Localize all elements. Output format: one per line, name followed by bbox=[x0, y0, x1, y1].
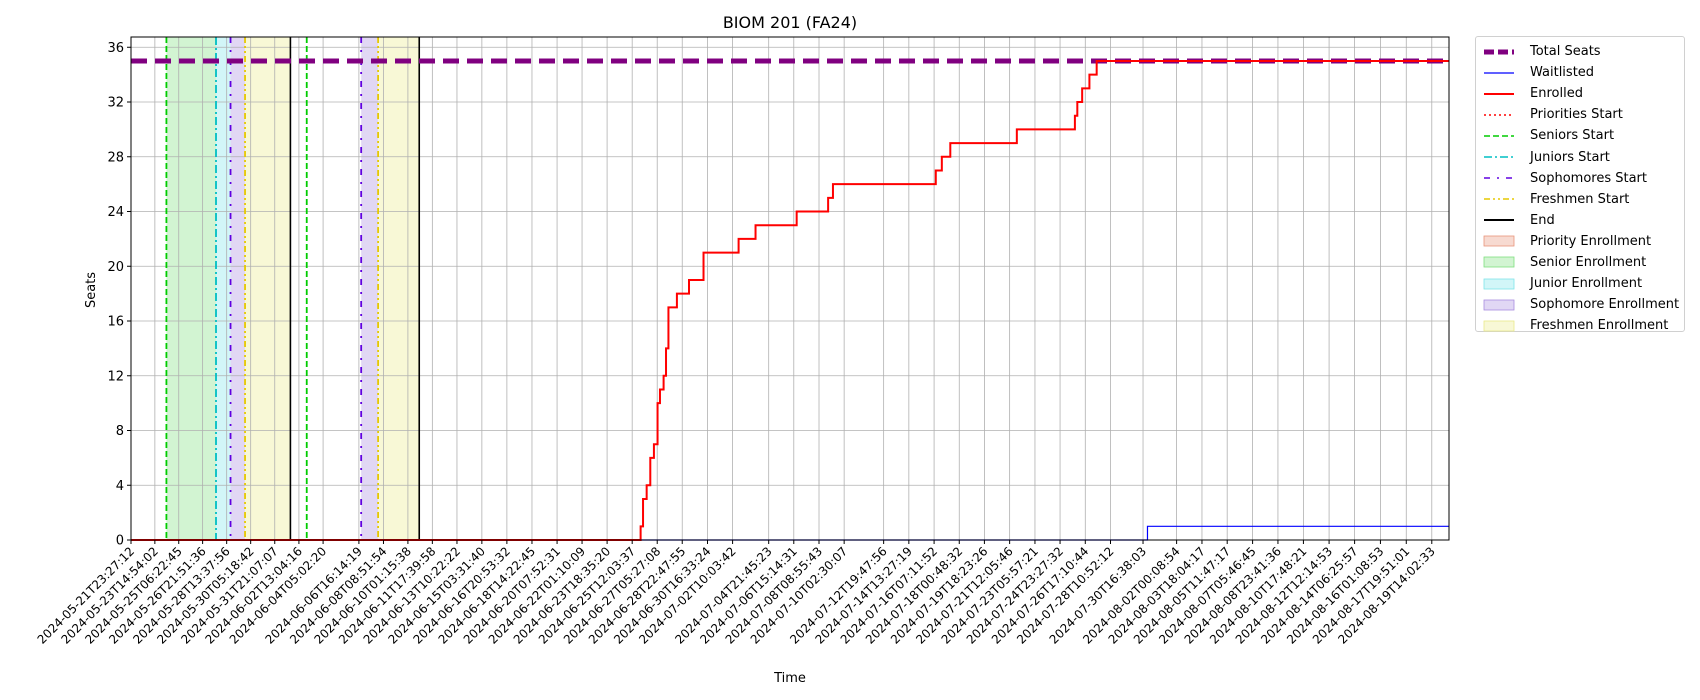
legend-label: Enrolled bbox=[1530, 86, 1583, 102]
legend-swatch bbox=[1483, 257, 1515, 268]
legend-swatch bbox=[1484, 156, 1514, 158]
y-tick-label: 4 bbox=[116, 479, 124, 494]
legend-patch-sample bbox=[1483, 320, 1515, 332]
y-tick-label: 0 bbox=[116, 534, 124, 549]
x-axis-label: Time bbox=[773, 671, 806, 686]
legend-label: Senior Enrollment bbox=[1530, 254, 1647, 270]
legend-item: Sophomores Start bbox=[1482, 168, 1678, 189]
legend-patch-sample bbox=[1483, 278, 1515, 289]
legend-swatch bbox=[1484, 72, 1514, 74]
legend-label: Waitlisted bbox=[1530, 65, 1595, 81]
shaded-region bbox=[230, 37, 246, 540]
legend-swatch bbox=[1483, 278, 1515, 289]
shaded-region bbox=[361, 37, 379, 540]
legend-label: Junior Enrollment bbox=[1530, 276, 1643, 292]
legend-swatch bbox=[1484, 49, 1514, 55]
legend-label: End bbox=[1530, 212, 1555, 228]
legend-item: Enrolled bbox=[1482, 83, 1678, 104]
legend-label: Priority Enrollment bbox=[1530, 233, 1652, 249]
y-tick-label: 20 bbox=[107, 260, 124, 275]
legend-label: Priorities Start bbox=[1530, 107, 1623, 123]
legend-item: Priorities Start bbox=[1482, 104, 1678, 125]
y-tick-label: 16 bbox=[107, 315, 124, 330]
legend-swatch bbox=[1484, 92, 1514, 95]
legend-label: Seniors Start bbox=[1530, 128, 1615, 144]
series-enrolled-line bbox=[131, 59, 1449, 541]
y-axis-label: Seats bbox=[84, 272, 99, 308]
shaded-region bbox=[378, 37, 420, 540]
legend-patch-sample bbox=[1483, 299, 1515, 311]
legend-item: Waitlisted bbox=[1482, 62, 1678, 83]
legend-swatch bbox=[1484, 135, 1514, 137]
legend-item: Junior Enrollment bbox=[1482, 273, 1678, 294]
y-tick-label: 24 bbox=[107, 205, 124, 220]
legend-swatch bbox=[1484, 219, 1514, 222]
y-tick-label: 8 bbox=[116, 424, 124, 439]
legend-item: Seniors Start bbox=[1482, 125, 1678, 146]
legend-label: Sophomore Enrollment bbox=[1530, 297, 1680, 313]
legend-label: Juniors Start bbox=[1530, 149, 1610, 165]
legend-swatch bbox=[1483, 235, 1515, 247]
chart-legend: Total Seats Waitlisted Enrolled Priorities … bbox=[1475, 36, 1685, 333]
legend-item: Sophomore Enrollment bbox=[1482, 294, 1680, 315]
legend-item: Total Seats bbox=[1482, 41, 1678, 62]
legend-swatch bbox=[1483, 299, 1515, 311]
legend-swatch bbox=[1484, 198, 1514, 201]
legend-label: Freshmen Enrollment bbox=[1530, 318, 1669, 334]
legend-patch-sample bbox=[1483, 235, 1515, 247]
legend-label: Sophomores Start bbox=[1530, 170, 1647, 186]
legend-item: End bbox=[1482, 210, 1678, 231]
legend-swatch bbox=[1484, 177, 1514, 179]
y-tick-label: 12 bbox=[107, 369, 124, 384]
legend-swatch bbox=[1484, 114, 1514, 116]
series-waitlisted-line bbox=[131, 525, 1449, 541]
legend-patch-sample bbox=[1483, 257, 1515, 268]
legend-item: Freshmen Enrollment bbox=[1482, 315, 1678, 336]
legend-label: Total Seats bbox=[1530, 44, 1601, 60]
legend-swatch bbox=[1483, 320, 1515, 332]
legend-label: Freshmen Start bbox=[1530, 191, 1630, 207]
chart-title: BIOM 201 (FA24) bbox=[723, 13, 857, 32]
legend-item: Freshmen Start bbox=[1482, 189, 1678, 210]
plot-frame bbox=[130, 36, 1450, 541]
y-tick-label: 28 bbox=[107, 150, 124, 165]
y-tick-label: 36 bbox=[107, 41, 124, 56]
shaded-region bbox=[245, 37, 291, 540]
shaded-region bbox=[216, 37, 231, 540]
y-tick-label: 32 bbox=[107, 96, 124, 111]
legend-item: Juniors Start bbox=[1482, 146, 1678, 167]
legend-item: Senior Enrollment bbox=[1482, 252, 1678, 273]
legend-item: Priority Enrollment bbox=[1482, 231, 1678, 252]
shaded-region bbox=[166, 37, 217, 540]
